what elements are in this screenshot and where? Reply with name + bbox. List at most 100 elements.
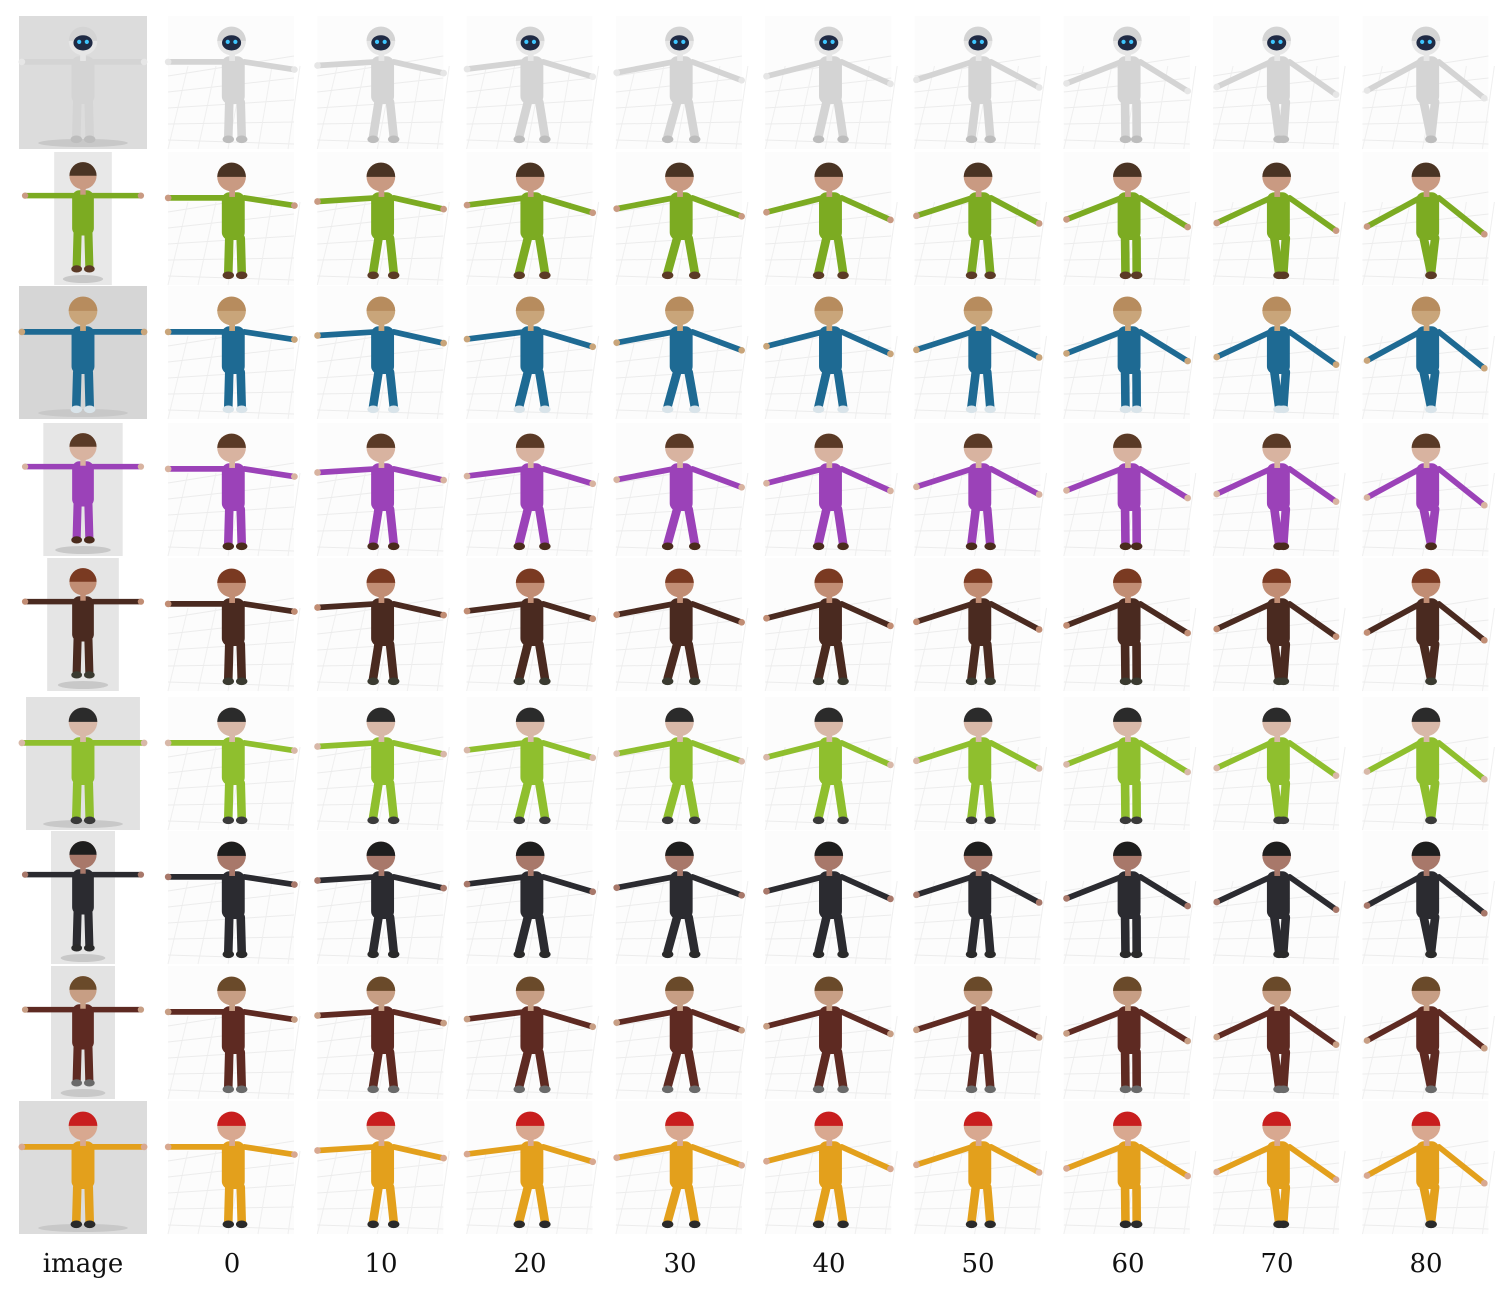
animation-frame-40 <box>763 558 898 692</box>
animation-frame-0 <box>164 831 301 965</box>
animation-frame-70 <box>1212 286 1346 420</box>
animation-frame-80 <box>1361 286 1495 420</box>
animation-frame-60 <box>1063 831 1197 965</box>
animation-frame-40 <box>763 1101 898 1235</box>
animation-frame-0 <box>164 1101 301 1235</box>
animation-frame-20 <box>463 152 600 286</box>
animation-frame-0 <box>164 966 301 1100</box>
animation-frame-50 <box>913 423 1047 557</box>
animation-frame-20 <box>463 16 600 150</box>
animation-frame-80 <box>1361 16 1495 150</box>
animation-frame-20 <box>463 966 600 1100</box>
animation-frame-20 <box>463 1101 600 1235</box>
animation-frame-40 <box>763 286 898 420</box>
reference-image <box>21 558 145 691</box>
animation-frame-60 <box>1063 16 1197 150</box>
reference-image <box>18 697 148 830</box>
animation-frame-0 <box>164 152 301 286</box>
animation-frame-70 <box>1212 831 1346 965</box>
animation-frame-50 <box>913 558 1047 692</box>
animation-frame-30 <box>613 558 749 692</box>
animation-frame-30 <box>613 831 749 965</box>
animation-frame-0 <box>164 558 301 692</box>
column-label-frame-20: 20 <box>513 1249 547 1279</box>
column-label-image: image <box>42 1249 124 1279</box>
reference-image <box>18 1101 148 1234</box>
animation-frame-50 <box>913 16 1047 150</box>
animation-frame-60 <box>1063 966 1197 1100</box>
animation-frame-50 <box>913 286 1047 420</box>
animation-frame-10 <box>314 1101 450 1235</box>
animation-frame-10 <box>314 286 450 420</box>
column-label-frame-80: 80 <box>1409 1249 1443 1279</box>
animation-frame-10 <box>314 423 450 557</box>
animation-frame-20 <box>463 423 600 557</box>
animation-frame-20 <box>463 831 600 965</box>
column-label-frame-30: 30 <box>663 1249 697 1279</box>
animation-frame-30 <box>613 966 749 1100</box>
character-row-astronaut <box>18 16 1495 150</box>
animation-frame-30 <box>613 152 749 286</box>
character-row-girl-purple-suit <box>21 423 1495 557</box>
animation-frame-30 <box>613 286 749 420</box>
animation-frame-50 <box>913 152 1047 286</box>
animation-frame-10 <box>314 831 450 965</box>
animation-frame-80 <box>1361 966 1495 1100</box>
animation-frame-10 <box>314 152 450 286</box>
animation-frame-50 <box>913 831 1047 965</box>
animation-frame-80 <box>1361 152 1495 286</box>
animation-frame-10 <box>314 966 450 1100</box>
animation-grid <box>18 16 1495 1235</box>
animation-frame-70 <box>1212 966 1346 1100</box>
animation-frame-60 <box>1063 1101 1197 1235</box>
animation-frame-10 <box>314 697 450 831</box>
animation-frame-80 <box>1361 1101 1495 1235</box>
character-row-bear-head-blue-suit <box>18 286 1495 420</box>
animation-frame-10 <box>314 16 450 150</box>
reference-image <box>21 831 145 964</box>
animation-frame-0 <box>164 423 301 557</box>
column-label-frame-40: 40 <box>812 1249 846 1279</box>
reference-image <box>18 286 148 419</box>
animation-frame-80 <box>1361 697 1495 831</box>
column-label-frame-0: 0 <box>223 1249 241 1279</box>
character-row-woman-green-top <box>18 697 1495 831</box>
animation-frame-30 <box>613 697 749 831</box>
animation-frame-70 <box>1212 152 1346 286</box>
character-row-knight-plate-armor <box>21 966 1495 1100</box>
animation-frame-30 <box>613 423 749 557</box>
animation-frame-80 <box>1361 831 1495 965</box>
animation-frame-60 <box>1063 286 1197 420</box>
animation-frame-70 <box>1212 697 1346 831</box>
animation-frame-0 <box>164 16 301 150</box>
animation-frame-60 <box>1063 423 1197 557</box>
character-row-man-black-suit <box>21 831 1495 965</box>
animation-frame-40 <box>763 966 898 1100</box>
animation-frame-20 <box>463 697 600 831</box>
animation-frame-80 <box>1361 423 1495 557</box>
animation-frame-20 <box>463 558 600 692</box>
animation-frame-60 <box>1063 697 1197 831</box>
animation-frame-40 <box>763 152 898 286</box>
animation-frame-70 <box>1212 1101 1346 1235</box>
animation-frame-50 <box>913 966 1047 1100</box>
reference-image <box>21 152 145 285</box>
animation-frame-10 <box>314 558 450 692</box>
reference-image <box>21 966 145 1099</box>
reference-image <box>18 16 148 149</box>
animation-frame-50 <box>913 697 1047 831</box>
animation-frame-40 <box>763 16 898 150</box>
animation-frame-30 <box>613 16 749 150</box>
animation-frame-20 <box>463 286 600 420</box>
animation-frame-70 <box>1212 16 1346 150</box>
animation-frame-60 <box>1063 558 1197 692</box>
column-label-frame-70: 70 <box>1260 1249 1294 1279</box>
animation-frame-70 <box>1212 558 1346 692</box>
animation-frame-50 <box>913 1101 1047 1235</box>
animation-frame-40 <box>763 697 898 831</box>
animation-frame-30 <box>613 1101 749 1235</box>
animation-frame-60 <box>1063 152 1197 286</box>
animation-frame-0 <box>164 697 301 831</box>
reference-image <box>21 423 145 556</box>
animation-frame-40 <box>763 831 898 965</box>
